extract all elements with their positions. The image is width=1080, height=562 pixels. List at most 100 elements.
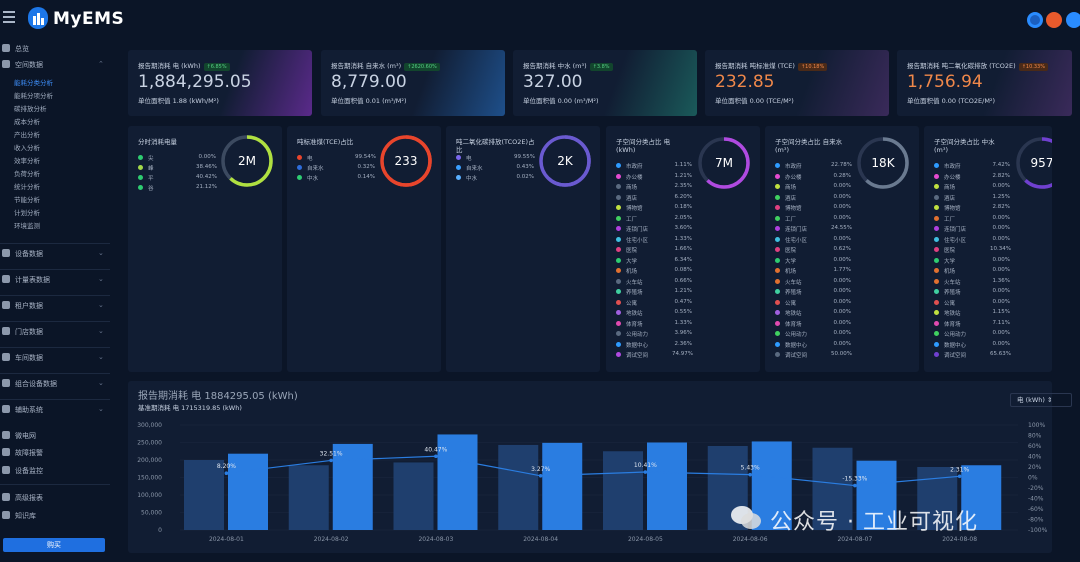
breakdown-legend-item: 公寓 0.47% bbox=[616, 299, 692, 307]
nav-extra2-0[interactable]: 高级报表 bbox=[2, 493, 43, 507]
ratio-donut bbox=[221, 135, 273, 187]
nav-group-4-label: 车间数据 bbox=[15, 354, 43, 362]
nav-space-sub-item[interactable]: 能耗分项分析 bbox=[14, 92, 53, 100]
nav-group-0[interactable]: 设备数据 ⌄ bbox=[2, 249, 104, 263]
growth-rate-point[interactable] bbox=[224, 471, 229, 475]
breakdown-name: 养殖场 bbox=[626, 290, 643, 296]
breakdown-percent: 0.00% bbox=[833, 235, 851, 242]
nav-extra-0[interactable]: 微电网 bbox=[2, 431, 36, 445]
legend-dot-icon bbox=[775, 184, 780, 189]
bar-reporting[interactable] bbox=[961, 465, 1002, 530]
bar-reporting[interactable] bbox=[228, 453, 268, 530]
breakdown-legend-item: 办公楼 2.82% bbox=[934, 173, 1010, 181]
nav-group-5[interactable]: 组合设备数据 ⌄ bbox=[2, 379, 104, 393]
legend-name: 电 bbox=[307, 156, 313, 162]
bar-reporting[interactable] bbox=[332, 443, 373, 530]
growth-rate-point[interactable] bbox=[643, 470, 648, 474]
growth-rate-point[interactable] bbox=[434, 454, 438, 459]
nav-space-sub-item[interactable]: 效率分析 bbox=[14, 157, 40, 165]
legend-percent: 21.12% bbox=[196, 184, 217, 190]
settings-icon[interactable] bbox=[1027, 12, 1043, 28]
bar-reporting[interactable] bbox=[751, 441, 792, 530]
nav-space-sub-item[interactable]: 能耗分类分析 bbox=[14, 79, 53, 87]
legend-dot-icon bbox=[616, 247, 621, 252]
nav-space-sub-item[interactable]: 环境监测 bbox=[14, 222, 40, 230]
growth-rate-point[interactable] bbox=[748, 472, 752, 477]
nav-divider bbox=[0, 399, 110, 400]
bar-baseline[interactable] bbox=[498, 444, 539, 530]
growth-rate-point[interactable] bbox=[538, 473, 543, 478]
bar-baseline[interactable] bbox=[603, 451, 643, 530]
growth-rate-point[interactable] bbox=[329, 458, 333, 463]
nav-group-6[interactable]: 辅助系统 ⌄ bbox=[2, 405, 104, 419]
breakdown-legend-item: 工厂 0.00% bbox=[934, 215, 1010, 223]
nav-group-2[interactable]: 租户数据 ⌄ bbox=[2, 301, 104, 315]
account-icon[interactable] bbox=[1066, 12, 1080, 28]
nav-group-4[interactable]: 车间数据 ⌄ bbox=[2, 353, 104, 367]
kpi-value: 8,779.00 bbox=[331, 72, 407, 92]
kpi-value: 1,756.94 bbox=[907, 72, 983, 92]
bar-baseline[interactable] bbox=[184, 460, 224, 530]
energy-category-select[interactable]: 电 (kWh) ⇕ bbox=[1010, 393, 1072, 407]
legend-dot-icon bbox=[616, 173, 621, 179]
nav-space-sub-item[interactable]: 产出分析 bbox=[14, 131, 40, 139]
brand-name[interactable]: MyEMS bbox=[53, 9, 125, 29]
nav-space-data[interactable]: 空间数据 ⌃ bbox=[2, 60, 104, 74]
kpi-title: 报告期消耗 自来水 (m³) ↑2620.60% bbox=[331, 60, 440, 71]
bar-reporting[interactable] bbox=[647, 442, 687, 531]
breakdown-name: 体育场 bbox=[626, 321, 643, 328]
legend-dot-icon bbox=[775, 320, 780, 326]
growth-rate-point[interactable] bbox=[957, 474, 962, 479]
kpi-title-text: 报告期消耗 自来水 (m³) bbox=[331, 62, 402, 70]
bar-reporting[interactable] bbox=[437, 434, 478, 530]
nav-overview[interactable]: 总览 bbox=[2, 44, 29, 58]
buy-button[interactable]: 购买 bbox=[3, 538, 105, 552]
user-avatar-icon[interactable] bbox=[1046, 12, 1062, 28]
nav-extra-1[interactable]: 故障报警 bbox=[2, 448, 43, 462]
bar-baseline[interactable] bbox=[393, 462, 434, 530]
breakdown-donut-value: 957 bbox=[1030, 156, 1052, 170]
nav-extra2-1[interactable]: 知识库 bbox=[2, 511, 36, 525]
legend-item: 中水 0.02% bbox=[456, 174, 534, 182]
legend-name: 尖 bbox=[148, 156, 154, 162]
breakdown-percent: 0.18% bbox=[674, 204, 692, 210]
y2-tick-label: -40% bbox=[1028, 496, 1044, 503]
nav-space-sub-item[interactable]: 统计分析 bbox=[14, 183, 40, 191]
bar-reporting[interactable] bbox=[542, 442, 583, 530]
breakdown-legend-item: 商场 0.00% bbox=[775, 183, 851, 191]
menu-toggle-icon[interactable] bbox=[3, 11, 15, 23]
breakdown-name: 公寓 bbox=[944, 300, 956, 307]
breakdown-percent: 0.00% bbox=[992, 214, 1010, 221]
breakdown-percent: 1.11% bbox=[674, 162, 692, 168]
nav-group-3[interactable]: 门店数据 ⌄ bbox=[2, 327, 104, 341]
bar-reporting[interactable] bbox=[856, 460, 897, 530]
breakdown-name: 商场 bbox=[626, 185, 638, 191]
breakdown-name: 调试空间 bbox=[785, 353, 808, 359]
nav-group-1-icon bbox=[2, 275, 10, 283]
nav-space-sub-item[interactable]: 收入分析 bbox=[14, 144, 40, 152]
growth-rate-label: 2.31% bbox=[950, 466, 969, 473]
nav-space-sub-item[interactable]: 碳排放分析 bbox=[14, 105, 47, 113]
breakdown-title: 子空间分类占比 电 (kWh) bbox=[616, 138, 671, 154]
breakdown-legend-item: 养殖场 0.00% bbox=[775, 288, 851, 296]
nav-space-sub-item[interactable]: 节能分析 bbox=[14, 196, 40, 204]
breakdown-name: 博物馆 bbox=[626, 206, 643, 212]
nav-space-sub-item[interactable]: 计划分析 bbox=[14, 209, 40, 217]
nav-extra-2[interactable]: 设备监控 bbox=[2, 466, 43, 480]
breakdown-percent: 1.66% bbox=[674, 246, 692, 252]
breakdown-legend-item: 火车站 0.66% bbox=[616, 278, 692, 286]
growth-rate-point[interactable] bbox=[853, 483, 857, 488]
nav-space-sub-item[interactable]: 成本分析 bbox=[14, 118, 40, 126]
bar-baseline[interactable] bbox=[288, 465, 329, 530]
breakdown-legend-item: 市政府 22.78% bbox=[775, 162, 852, 170]
nav-group-1[interactable]: 计量表数据 ⌄ bbox=[2, 275, 104, 289]
kpi-change-badge: ↑6.85% bbox=[203, 63, 230, 71]
breakdown-percent: 0.00% bbox=[833, 214, 851, 221]
breakdown-legend-item: 体育场 1.33% bbox=[616, 320, 692, 328]
kpi-card: 报告期消耗 中水 (m³) ↑3.8% 327.00 单位面积值 0.00 (m³/M… bbox=[513, 50, 697, 116]
nav-space-sub-item[interactable]: 负荷分析 bbox=[14, 170, 40, 178]
breakdown-name: 调试空间 bbox=[626, 353, 649, 359]
bar-baseline[interactable] bbox=[812, 447, 853, 530]
legend-dot-icon bbox=[775, 215, 780, 221]
breakdown-percent: 0.00% bbox=[992, 256, 1010, 263]
